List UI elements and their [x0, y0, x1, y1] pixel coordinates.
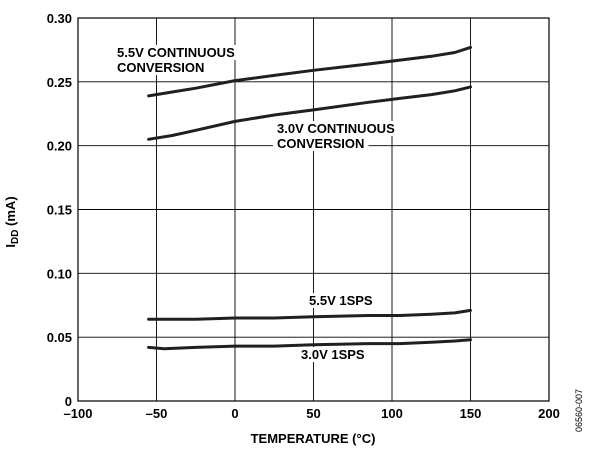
- series-line-s2: [147, 85, 472, 141]
- series-label-background: [113, 45, 239, 60]
- label-backgrounds: [113, 45, 399, 362]
- x-axis-title: TEMPERATURE (°C): [251, 431, 376, 446]
- x-tick-label: 0: [231, 406, 238, 421]
- x-tick-label: 50: [306, 406, 320, 421]
- y-axis-title-unit: (mA): [3, 196, 18, 229]
- series-label-s1: 5.5V CONTINUOUS: [117, 45, 235, 60]
- series-label-background: [297, 347, 369, 362]
- tick-labels: –100 –50 0 50 100 150 200 0 0.05 0.10 0.15 0.20 0.25…: [47, 11, 560, 421]
- series-label-background: [305, 293, 377, 308]
- series-label-background: [273, 121, 399, 136]
- y-tick-label: 0.15: [47, 203, 72, 218]
- y-tick-label: 0.25: [47, 75, 72, 90]
- plot-frame: [77, 17, 550, 402]
- y-tick-label: 0.20: [47, 139, 72, 154]
- y-tick-label: 0.30: [47, 11, 72, 26]
- x-tick-label: 200: [538, 406, 560, 421]
- x-tick-label: 150: [460, 406, 482, 421]
- series-label-s2: CONVERSION: [277, 136, 364, 151]
- series-lines: [147, 45, 472, 351]
- series-label-s4: 3.0V 1SPS: [301, 347, 365, 362]
- y-axis-title: IDD (mA): [3, 196, 21, 247]
- x-tick-label: –100: [64, 406, 93, 421]
- series-label-background: [273, 136, 369, 151]
- series-label-s1: CONVERSION: [117, 60, 204, 75]
- x-tick-label: 100: [381, 406, 403, 421]
- series-line-s3: [147, 308, 472, 321]
- series-line-s4: [147, 338, 472, 351]
- x-tick-label: –50: [146, 406, 168, 421]
- y-tick-label: 0: [65, 394, 72, 409]
- y-axis-title-main: I: [3, 244, 18, 248]
- figure-id: 06560-007: [574, 389, 584, 432]
- series-label-s3: 5.5V 1SPS: [309, 293, 373, 308]
- series-label-background: [113, 60, 209, 75]
- series-line-s1: [147, 45, 472, 98]
- y-axis-title-subscript: DD: [10, 230, 21, 244]
- series-label-s2: 3.0V CONTINUOUS: [277, 121, 395, 136]
- y-tick-label: 0.10: [47, 266, 72, 281]
- y-tick-label: 0.05: [47, 330, 72, 345]
